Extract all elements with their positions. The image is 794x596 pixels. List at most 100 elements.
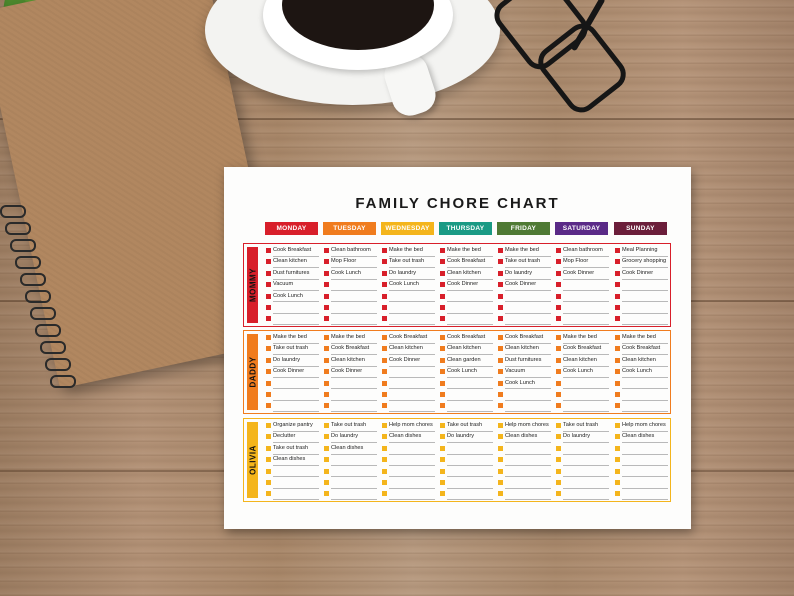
chore-checkbox[interactable] xyxy=(324,259,329,265)
chore-checkbox[interactable] xyxy=(556,357,561,363)
chore-checkbox[interactable] xyxy=(382,392,387,397)
chore-checkbox[interactable] xyxy=(556,380,561,386)
chore-checkbox[interactable] xyxy=(498,423,503,428)
chore-checkbox[interactable] xyxy=(440,480,445,485)
chore-checkbox[interactable] xyxy=(615,282,620,288)
chore-checkbox[interactable] xyxy=(324,423,329,428)
chore-checkbox[interactable] xyxy=(266,346,271,352)
chore-checkbox[interactable] xyxy=(440,357,445,363)
chore-checkbox[interactable] xyxy=(324,468,329,474)
chore-checkbox[interactable] xyxy=(498,248,503,253)
chore-checkbox[interactable] xyxy=(498,445,503,451)
chore-checkbox[interactable] xyxy=(498,346,503,352)
chore-checkbox[interactable] xyxy=(498,403,503,409)
chore-checkbox[interactable] xyxy=(440,346,445,352)
chore-checkbox[interactable] xyxy=(498,434,503,440)
chore-checkbox[interactable] xyxy=(382,457,387,463)
chore-checkbox[interactable] xyxy=(615,369,620,375)
chore-checkbox[interactable] xyxy=(266,293,271,299)
chore-checkbox[interactable] xyxy=(556,346,561,352)
chore-checkbox[interactable] xyxy=(382,335,387,340)
chore-checkbox[interactable] xyxy=(324,369,329,375)
chore-checkbox[interactable] xyxy=(382,357,387,363)
chore-checkbox[interactable] xyxy=(382,403,387,409)
chore-checkbox[interactable] xyxy=(324,403,329,409)
chore-checkbox[interactable] xyxy=(556,259,561,265)
chore-checkbox[interactable] xyxy=(440,335,445,340)
chore-checkbox[interactable] xyxy=(324,293,329,299)
chore-checkbox[interactable] xyxy=(440,248,445,253)
chore-checkbox[interactable] xyxy=(324,282,329,288)
chore-checkbox[interactable] xyxy=(556,305,561,310)
chore-checkbox[interactable] xyxy=(556,335,561,340)
chore-checkbox[interactable] xyxy=(615,423,620,428)
chore-checkbox[interactable] xyxy=(382,480,387,485)
chore-checkbox[interactable] xyxy=(615,434,620,440)
chore-checkbox[interactable] xyxy=(556,457,561,463)
chore-checkbox[interactable] xyxy=(382,248,387,253)
chore-checkbox[interactable] xyxy=(324,346,329,352)
chore-checkbox[interactable] xyxy=(440,457,445,463)
chore-checkbox[interactable] xyxy=(266,282,271,288)
chore-checkbox[interactable] xyxy=(615,270,620,276)
chore-checkbox[interactable] xyxy=(266,468,271,474)
chore-checkbox[interactable] xyxy=(498,369,503,375)
chore-checkbox[interactable] xyxy=(382,434,387,440)
chore-checkbox[interactable] xyxy=(266,380,271,386)
chore-checkbox[interactable] xyxy=(556,293,561,299)
chore-checkbox[interactable] xyxy=(498,282,503,288)
chore-checkbox[interactable] xyxy=(324,357,329,363)
chore-checkbox[interactable] xyxy=(440,491,445,497)
chore-checkbox[interactable] xyxy=(615,403,620,409)
chore-checkbox[interactable] xyxy=(266,316,271,322)
chore-checkbox[interactable] xyxy=(382,491,387,497)
chore-checkbox[interactable] xyxy=(498,457,503,463)
chore-checkbox[interactable] xyxy=(324,491,329,497)
chore-checkbox[interactable] xyxy=(498,316,503,322)
chore-checkbox[interactable] xyxy=(440,445,445,451)
chore-checkbox[interactable] xyxy=(615,316,620,322)
chore-checkbox[interactable] xyxy=(615,346,620,352)
chore-checkbox[interactable] xyxy=(440,293,445,299)
chore-checkbox[interactable] xyxy=(440,468,445,474)
chore-checkbox[interactable] xyxy=(440,282,445,288)
chore-checkbox[interactable] xyxy=(556,248,561,253)
chore-checkbox[interactable] xyxy=(498,305,503,310)
chore-checkbox[interactable] xyxy=(615,468,620,474)
chore-checkbox[interactable] xyxy=(266,305,271,310)
chore-checkbox[interactable] xyxy=(498,270,503,276)
chore-checkbox[interactable] xyxy=(615,259,620,265)
chore-checkbox[interactable] xyxy=(266,457,271,463)
chore-checkbox[interactable] xyxy=(498,259,503,265)
chore-checkbox[interactable] xyxy=(615,480,620,485)
chore-checkbox[interactable] xyxy=(556,270,561,276)
chore-checkbox[interactable] xyxy=(324,335,329,340)
chore-checkbox[interactable] xyxy=(266,335,271,340)
chore-checkbox[interactable] xyxy=(440,392,445,397)
chore-checkbox[interactable] xyxy=(324,445,329,451)
chore-checkbox[interactable] xyxy=(324,380,329,386)
chore-checkbox[interactable] xyxy=(324,270,329,276)
chore-checkbox[interactable] xyxy=(440,423,445,428)
chore-checkbox[interactable] xyxy=(440,316,445,322)
chore-checkbox[interactable] xyxy=(615,305,620,310)
chore-checkbox[interactable] xyxy=(266,369,271,375)
chore-checkbox[interactable] xyxy=(382,316,387,322)
chore-checkbox[interactable] xyxy=(440,259,445,265)
chore-checkbox[interactable] xyxy=(556,423,561,428)
chore-checkbox[interactable] xyxy=(556,369,561,375)
chore-checkbox[interactable] xyxy=(556,480,561,485)
chore-checkbox[interactable] xyxy=(440,403,445,409)
chore-checkbox[interactable] xyxy=(382,380,387,386)
chore-checkbox[interactable] xyxy=(440,270,445,276)
chore-checkbox[interactable] xyxy=(498,491,503,497)
chore-checkbox[interactable] xyxy=(615,380,620,386)
chore-checkbox[interactable] xyxy=(324,457,329,463)
chore-checkbox[interactable] xyxy=(440,305,445,310)
chore-checkbox[interactable] xyxy=(382,259,387,265)
chore-checkbox[interactable] xyxy=(266,491,271,497)
chore-checkbox[interactable] xyxy=(440,380,445,386)
chore-checkbox[interactable] xyxy=(266,434,271,440)
chore-checkbox[interactable] xyxy=(440,434,445,440)
chore-checkbox[interactable] xyxy=(382,293,387,299)
